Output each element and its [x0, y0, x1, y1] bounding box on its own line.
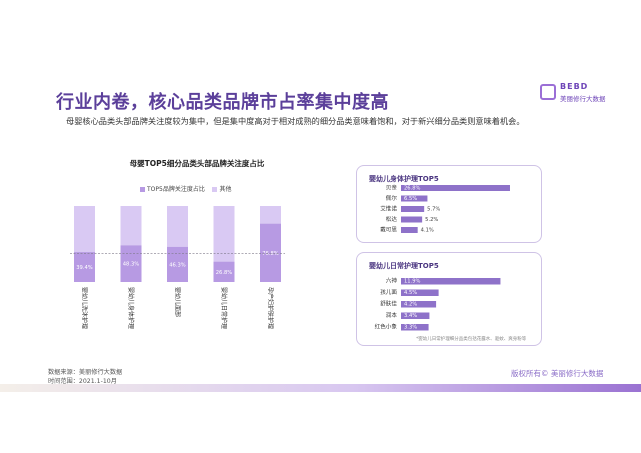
bottom-decor-bar: [0, 384, 641, 392]
category-label: 舒肤佳: [380, 300, 397, 308]
hbar-chart-body-care: 贝亲 26.8% 佩尔 6.5% 艾惟诺 5.7% 松达 5.2% 戴可思 4.1%: [380, 184, 510, 234]
panel-daily-care: 婴幼儿日常护理TOP5 六神 11.9% 孩儿面 4.5% 舒肤佳 4.2% 润本 3.4% 红…: [356, 252, 542, 346]
source-line: 数据来源：美丽修行大数据: [48, 369, 123, 376]
category-label: 婴幼儿身体护理: [127, 287, 135, 329]
category-label: 贝亲: [386, 184, 398, 192]
category-label: 婴幼儿面部: [174, 287, 182, 317]
footnote: *婴幼儿日常护理细分品类包括花露水、驱蚊、爽身粉等: [416, 337, 527, 342]
hbar-chart-daily-care: 六神 11.9% 孩儿面 4.5% 舒肤佳 4.2% 润本 3.4% 红色小象 3.3%: [375, 277, 501, 331]
category-label: 六神: [386, 277, 398, 285]
category-label: 艾惟诺: [380, 205, 397, 213]
bar-other: [260, 206, 281, 224]
hbar: [401, 278, 501, 285]
time-range-line: 时间范围：2021.1-10月: [48, 378, 117, 385]
category-label: 红色小象: [375, 323, 398, 331]
bar-other: [74, 206, 95, 253]
logo-brand: BEBD: [560, 82, 589, 91]
panel-body-care: 婴幼儿身体护理TOP5 贝亲 26.8% 佩尔 6.5% 艾惟诺 5.7% 松达 5.2% 戴可…: [356, 165, 542, 243]
stacked-bar-chart: 39.4% 婴幼儿洗沐护理 48.3% 婴幼儿身体护理 46.3% 婴幼儿面部 26.8% 婴…: [70, 206, 285, 329]
page-subtitle: 母婴核心品类头部品牌关注度较为集中，但是集中度高对于相对成熟的细分品类意味着饱和…: [66, 116, 525, 126]
category-label: 婴幼儿日常护理: [220, 287, 228, 329]
data-label: 26.8%: [404, 186, 421, 192]
legend-swatch-top5: [140, 187, 145, 192]
hbar: [401, 312, 430, 319]
data-label: 5.2%: [425, 217, 438, 223]
hbar: [401, 324, 429, 331]
bar-top5: [120, 245, 142, 282]
category-label: 婴幼儿洗沐护理: [81, 287, 89, 329]
data-label: 39.4%: [76, 265, 93, 271]
panel-body-care-title: 婴幼儿身体护理TOP5: [369, 175, 439, 183]
data-label: 5.7%: [427, 207, 440, 213]
panel-daily-care-title: 婴幼儿日常护理TOP5: [369, 262, 439, 270]
bar-other: [120, 206, 142, 246]
stacked-chart-legend: TOP5品牌关注度占比 其他: [140, 184, 231, 193]
legend-swatch-other: [212, 187, 218, 192]
data-label: 6.5%: [404, 196, 417, 202]
category-label: 佩尔: [386, 194, 398, 202]
data-label: 3.3%: [404, 325, 417, 331]
data-label: 76.8%: [262, 251, 279, 257]
data-label: 4.1%: [421, 228, 434, 234]
bar-top5: [213, 261, 235, 282]
bar-top5: [167, 246, 188, 282]
hbar: [401, 227, 418, 233]
hbar: [401, 185, 510, 191]
category-label: 戴可思: [380, 226, 397, 234]
data-label: 46.3%: [169, 262, 186, 268]
page-title: 行业内卷，核心品类品牌市占率集中度高: [56, 92, 389, 113]
category-label: 润本: [386, 311, 398, 319]
hbar: [401, 195, 428, 202]
stacked-chart-title: 母婴TOP5细分品类头部品牌关注度占比: [129, 159, 265, 168]
bar-other: [167, 206, 188, 247]
hbar: [401, 216, 423, 223]
bar-other: [213, 206, 235, 262]
hbar: [401, 206, 425, 212]
brand-logo: BEBD 美丽修行大数据: [540, 80, 608, 106]
data-label: 26.8%: [216, 270, 233, 276]
data-label: 4.2%: [404, 302, 417, 308]
logo-name: 美丽修行大数据: [560, 95, 606, 103]
category-label: 孩儿面: [380, 288, 397, 296]
data-label: 48.3%: [123, 262, 140, 268]
category-label: 松达: [386, 215, 398, 223]
hbar: [401, 301, 437, 308]
copyright: 版权所有© 美丽修行大数据: [511, 369, 604, 378]
bar-top5: [260, 223, 281, 282]
data-label: 11.9%: [404, 279, 421, 285]
bar-top5: [74, 252, 95, 282]
legend-label-top5: TOP5品牌关注度占比: [147, 186, 205, 193]
category-label: 孕产妇护肤护理: [267, 287, 275, 329]
data-label: 3.4%: [404, 313, 417, 319]
legend-label-other: 其他: [219, 186, 232, 193]
logo-icon: [540, 84, 556, 100]
hbar: [401, 289, 439, 296]
data-label: 4.5%: [404, 290, 417, 296]
